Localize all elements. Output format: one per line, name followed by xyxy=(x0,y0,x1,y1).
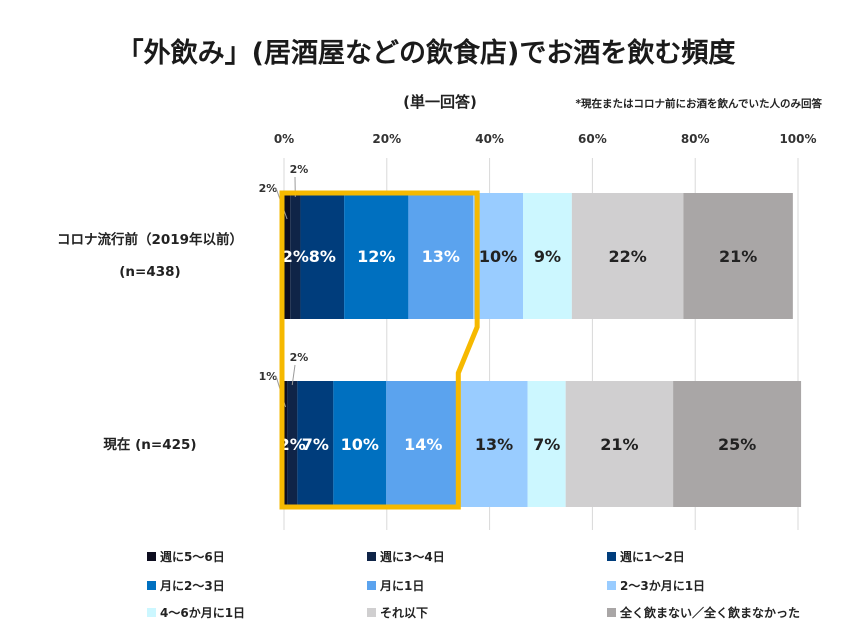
bar-segment xyxy=(333,381,387,507)
legend-swatch xyxy=(147,552,156,561)
category-labels: コロナ流行前（2019年以前） (n=438) 現在 (n=425) xyxy=(57,231,243,453)
bar-segment xyxy=(683,193,793,319)
legend-label: 週に3〜4日 xyxy=(380,549,445,564)
x-tick-label: 40% xyxy=(475,132,504,146)
category-label: コロナ流行前（2019年以前） xyxy=(57,231,243,248)
legend-swatch xyxy=(607,552,616,561)
legend-label: 月に1日 xyxy=(379,579,424,593)
legend-label: 月に2〜3日 xyxy=(159,579,225,593)
x-tick-label: 20% xyxy=(372,132,401,146)
data-label: 7% xyxy=(533,435,560,454)
bar-segment xyxy=(673,381,802,507)
bar-segment xyxy=(408,193,474,319)
bar-segment xyxy=(460,381,528,507)
bar-segment xyxy=(473,193,524,319)
data-label: 22% xyxy=(608,247,646,266)
data-label: 10% xyxy=(341,435,379,454)
data-label: 25% xyxy=(718,435,756,454)
x-tick-label: 80% xyxy=(681,132,710,146)
leader-line xyxy=(291,364,296,386)
bar-segment xyxy=(523,193,572,319)
bar-segment xyxy=(284,193,291,319)
data-label: 21% xyxy=(600,435,638,454)
bar-segments xyxy=(284,193,802,507)
legend-swatch xyxy=(147,581,156,590)
chart-subtitle: (単一回答) xyxy=(403,93,477,111)
legend-label: 2〜3か月に1日 xyxy=(620,579,705,593)
chart-title: 「外飲み」(居酒屋などの飲食店)でお酒を飲む頻度 xyxy=(117,37,736,69)
category-label: (n=438) xyxy=(119,264,180,280)
bar-segment xyxy=(344,193,409,319)
legend-label: 週に1〜2日 xyxy=(620,549,685,564)
legend-swatch xyxy=(607,581,616,590)
outside-label: 2% xyxy=(259,182,278,195)
bar-segment xyxy=(300,193,345,319)
legend-label: 週に5〜6日 xyxy=(160,549,225,564)
legend-label: 全く飲まない／全く飲まなかった xyxy=(619,605,800,620)
data-label: 10% xyxy=(479,247,517,266)
chart-note: *現在またはコロナ前にお酒を飲んでいた人のみ回答 xyxy=(576,97,823,110)
data-label: 21% xyxy=(719,247,757,266)
bar-segment xyxy=(297,381,334,507)
bar-segment xyxy=(284,381,288,507)
outside-label: 2% xyxy=(290,163,309,176)
outside-label: 1% xyxy=(259,370,278,383)
bar-segment xyxy=(290,193,301,319)
legend-swatch xyxy=(607,608,616,617)
data-label: 13% xyxy=(422,247,460,266)
legend-swatch xyxy=(367,608,376,617)
legend-label: それ以下 xyxy=(380,606,428,620)
bar-segment xyxy=(565,381,674,507)
data-label: 8% xyxy=(309,247,336,266)
bar-segment xyxy=(287,381,298,507)
legend-label: 4〜6か月に1日 xyxy=(160,606,245,620)
bar-segment xyxy=(527,381,566,507)
highlight-outline xyxy=(279,190,480,510)
legend-swatch xyxy=(147,608,156,617)
data-label: 9% xyxy=(534,247,561,266)
data-label: 2% xyxy=(279,435,306,454)
x-tick-label: 100% xyxy=(779,132,816,146)
data-label: 7% xyxy=(302,435,329,454)
data-label: 14% xyxy=(404,435,442,454)
outside-label: 2% xyxy=(290,351,309,364)
x-tick-label: 0% xyxy=(274,132,294,146)
legend-swatch xyxy=(367,552,376,561)
data-label: 12% xyxy=(357,247,395,266)
x-tick-label: 60% xyxy=(578,132,607,146)
bar-segment xyxy=(571,193,684,319)
highlight-frame xyxy=(279,190,480,510)
x-axis-ticks: 0% 20% 40% 60% 80% 100% xyxy=(274,132,817,146)
legend-swatch xyxy=(367,581,376,590)
data-label: 13% xyxy=(475,435,513,454)
data-label: 2% xyxy=(282,247,309,266)
category-label: 現在 (n=425) xyxy=(103,436,196,453)
bar-segment xyxy=(386,381,461,507)
segment-labels: 2% 8% 12% 13% 10% 9% 22% 21%2%7% 10% 14% 13% 7% 21% 2… xyxy=(279,247,758,454)
